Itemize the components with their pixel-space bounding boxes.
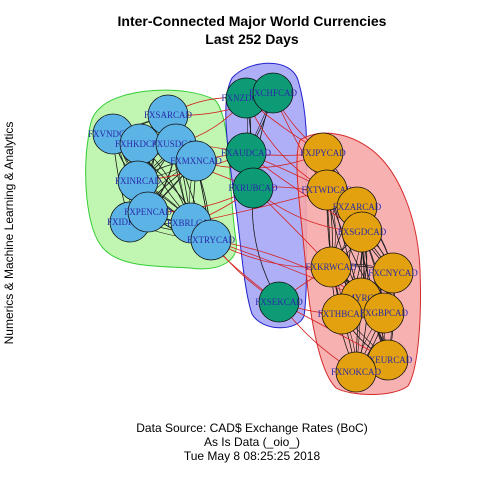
currency-node[interactable]: FXCNYCAD (368, 252, 418, 294)
caption-note: As Is Data (_oio_) (204, 435, 300, 449)
node-circle (321, 293, 363, 335)
node-label: FXBRLCAD (167, 218, 216, 228)
currency-node[interactable]: FXTRYCAD (187, 219, 236, 261)
node-label: FXTHBCAD (318, 309, 367, 319)
currency-node[interactable]: FXCHFCAD (249, 72, 298, 114)
node-label: FXUSDCAD (152, 139, 201, 149)
node-label: FXCHFCAD (249, 88, 298, 98)
caption-timestamp: Tue May 8 08:25:25 2018 (184, 449, 321, 463)
side-label: Numerics & Machine Learning & Analytics (2, 122, 16, 345)
node-circle (310, 246, 352, 288)
node-label: FXKRWCAD (305, 262, 357, 272)
node-label: FXRUBCAD (228, 183, 278, 193)
node-circle (335, 351, 377, 393)
node-label: FXAUDCAD (221, 148, 272, 158)
currency-node[interactable]: FXRUBCAD (228, 167, 278, 209)
currency-node[interactable]: FXKRWCAD (305, 246, 357, 288)
node-circle (190, 219, 232, 261)
node-label: FXTRYCAD (187, 235, 236, 245)
node-label: FXZARCAD (333, 202, 382, 212)
currency-node[interactable]: FXTHBCAD (318, 293, 367, 335)
node-layer: FXSARCADFXVNDCADFXHKDCADFXIDRCADFXUSDCAD… (88, 72, 418, 393)
node-label: FXHKDCAD (115, 139, 166, 149)
node-label: FXCNYCAD (368, 268, 418, 278)
diagram-title-line2: Last 252 Days (205, 31, 299, 47)
node-circle (127, 191, 169, 233)
node-label: FXJPYCAD (300, 148, 346, 158)
node-label: FXSGDCAD (338, 227, 387, 237)
node-label: FXNOKCAD (331, 367, 382, 377)
node-label: FXNZDCAD (221, 93, 271, 103)
node-circle (175, 140, 217, 182)
node-label: FXGBPCAD (360, 308, 409, 318)
node-label: FXEURCAD (364, 355, 413, 365)
node-circle (341, 211, 383, 253)
currency-node[interactable]: FXSGDCAD (338, 211, 387, 253)
node-circle (232, 167, 274, 209)
node-label: FXSEKCAD (255, 297, 303, 307)
node-label: FXPENCAD (124, 207, 172, 217)
node-circle (363, 292, 405, 334)
currency-node[interactable]: FXNOKCAD (331, 351, 382, 393)
node-label: FXMYRCAD (335, 293, 387, 303)
currency-node[interactable]: FXPENCAD (124, 191, 172, 233)
node-label: FXINRCAD (115, 176, 162, 186)
node-label: FXVNDCAD (88, 129, 139, 139)
node-label: FXSARCAD (144, 110, 193, 120)
node-label: FXTWDCAD (302, 185, 353, 195)
currency-node[interactable]: FXINRCAD (115, 160, 162, 202)
currency-node[interactable]: FXGBPCAD (360, 292, 409, 334)
node-label: FXMXNCAD (170, 156, 222, 166)
currency-node[interactable]: FXSEKCAD (255, 281, 303, 323)
diagram-title-line1: Inter-Connected Major World Currencies (118, 13, 387, 29)
currency-node[interactable]: FXMXNCAD (170, 140, 222, 182)
caption-source: Data Source: CAD$ Exchange Rates (BoC) (136, 421, 367, 435)
node-circle (258, 281, 300, 323)
node-circle (372, 252, 414, 294)
node-circle (252, 72, 294, 114)
